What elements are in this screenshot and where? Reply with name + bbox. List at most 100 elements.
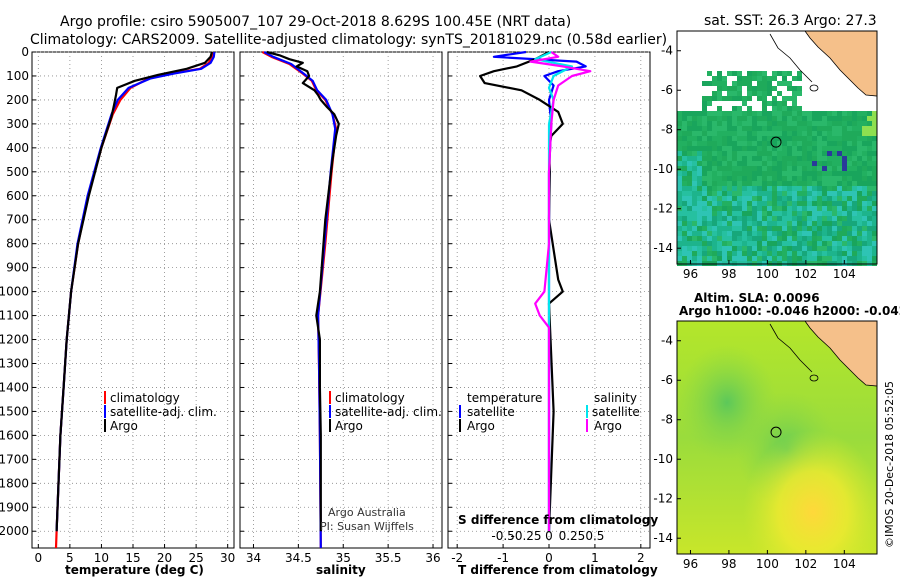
sst-cell [787, 71, 792, 76]
sst-cell [797, 131, 802, 136]
sst-cell [802, 186, 807, 191]
sst-cell [737, 171, 742, 176]
sst-cell [792, 186, 797, 191]
sst-cell [872, 251, 877, 256]
sst-cell [722, 216, 727, 221]
sst-cell [852, 161, 857, 166]
sst-cell [722, 191, 727, 196]
sst-cell [692, 256, 697, 261]
sst-cell [742, 226, 747, 231]
sst-cell [732, 166, 737, 171]
sst-cell [757, 76, 762, 81]
sst-cell [872, 131, 877, 136]
sla-island-outline [809, 374, 819, 382]
legend-marker-climatology [329, 391, 331, 404]
temperature-panel: 0100200300400500600700800900100011001200… [0, 45, 235, 577]
sst-cell [847, 211, 852, 216]
sst-cell [742, 201, 747, 206]
sst-cell [837, 146, 842, 151]
sst-cell [687, 161, 692, 166]
sst-cell [682, 231, 687, 236]
sst-cell [842, 171, 847, 176]
lat-tick-label: -6 [661, 83, 673, 97]
sst-cell [772, 226, 777, 231]
sst-cell [717, 256, 722, 261]
sst-cell [717, 71, 722, 76]
sst-cell [817, 131, 822, 136]
sst-cell [762, 166, 767, 171]
sst-cell [707, 221, 712, 226]
sst-cell [767, 151, 772, 156]
sst-cell [727, 126, 732, 131]
sst-cell [852, 231, 857, 236]
sst-cell [812, 221, 817, 226]
sst-cell [792, 111, 797, 116]
sst-cell [712, 116, 717, 121]
sst-cell [867, 251, 872, 256]
sst-cell [827, 186, 832, 191]
sst-cell [727, 146, 732, 151]
sst-cell [757, 166, 762, 171]
sst-cell [862, 226, 867, 231]
sst-cell [762, 211, 767, 216]
sst-cell [752, 221, 757, 226]
sst-cell [732, 111, 737, 116]
sst-cell [707, 206, 712, 211]
sst-cell [852, 131, 857, 136]
sst-cell [817, 176, 822, 181]
x-tick-label: 15 [125, 551, 140, 565]
sst-cell [692, 141, 697, 146]
sst-cell [697, 191, 702, 196]
sst-cell [837, 231, 842, 236]
sst-cell [707, 191, 712, 196]
sst-cell [717, 171, 722, 176]
sst-cell [692, 181, 697, 186]
x-tick-label: 34 [246, 551, 261, 565]
lat-tick-label: -14 [653, 241, 673, 255]
sst-cell [837, 206, 842, 211]
sst-cell [702, 256, 707, 261]
sst-cell [712, 91, 717, 96]
sst-cell [707, 231, 712, 236]
salinity-tick-labels: 34 34.5 35 35.5 36 [246, 551, 441, 565]
sst-cell [747, 246, 752, 251]
sst-cell [872, 166, 877, 171]
sst-cell [712, 146, 717, 151]
sst-cell [807, 256, 812, 261]
sst-cell [807, 231, 812, 236]
sst-cell [822, 186, 827, 191]
sst-cell [712, 166, 717, 171]
sst-cell [707, 136, 712, 141]
sst-cell [747, 171, 752, 176]
sst-cell [752, 166, 757, 171]
sst-cell [772, 216, 777, 221]
sst-cell [862, 151, 867, 156]
sst-cell [712, 176, 717, 181]
sst-cell [792, 246, 797, 251]
sst-cell [782, 101, 787, 106]
depth-tick-label: 2000 [0, 524, 29, 538]
sst-cell [792, 216, 797, 221]
sst-cell [677, 236, 682, 241]
sst-cell [867, 236, 872, 241]
sst-cell [792, 241, 797, 246]
sst-cell [857, 226, 862, 231]
sst-cell [847, 221, 852, 226]
sst-cell [757, 226, 762, 231]
sst-cell [727, 141, 732, 146]
sst-cell [797, 251, 802, 256]
sst-cell [872, 161, 877, 166]
sst-cell [837, 136, 842, 141]
sst-cell [687, 196, 692, 201]
sst-cell [847, 246, 852, 251]
sst-cell [712, 111, 717, 116]
sst-cell [737, 181, 742, 186]
sst-cell [747, 211, 752, 216]
sst-cell [722, 231, 727, 236]
sst-cell [772, 231, 777, 236]
sst-cell [857, 216, 862, 221]
sst-cell [757, 211, 762, 216]
sst-cell [872, 206, 877, 211]
sst-cell [787, 236, 792, 241]
sst-cell [872, 156, 877, 161]
